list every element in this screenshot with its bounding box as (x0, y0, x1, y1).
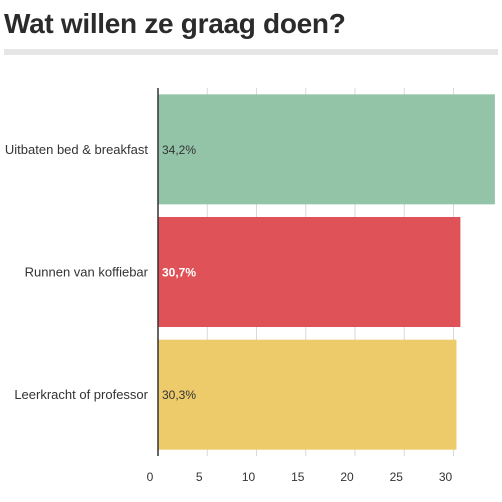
category-label: Runnen van koffiebar (25, 265, 149, 280)
chart-title: Wat willen ze graag doen? (4, 8, 346, 39)
x-tick-label: 25 (390, 470, 404, 484)
title-divider (4, 49, 498, 55)
category-label: Leerkracht of professor (14, 387, 148, 402)
x-tick-label: 30 (439, 470, 453, 484)
x-tick-label: 15 (291, 470, 305, 484)
x-tick-label: 0 (147, 470, 154, 484)
bar (158, 339, 457, 450)
x-tick-label: 10 (242, 470, 256, 484)
data-label: 30,3% (162, 388, 196, 402)
x-tick-label: 20 (340, 470, 354, 484)
bar (158, 94, 495, 205)
category-label: Uitbaten bed & breakfast (5, 142, 148, 157)
data-label: 30,7% (162, 266, 196, 280)
x-tick-label: 5 (196, 470, 203, 484)
bar (158, 217, 461, 327)
data-label: 34,2% (162, 143, 196, 157)
